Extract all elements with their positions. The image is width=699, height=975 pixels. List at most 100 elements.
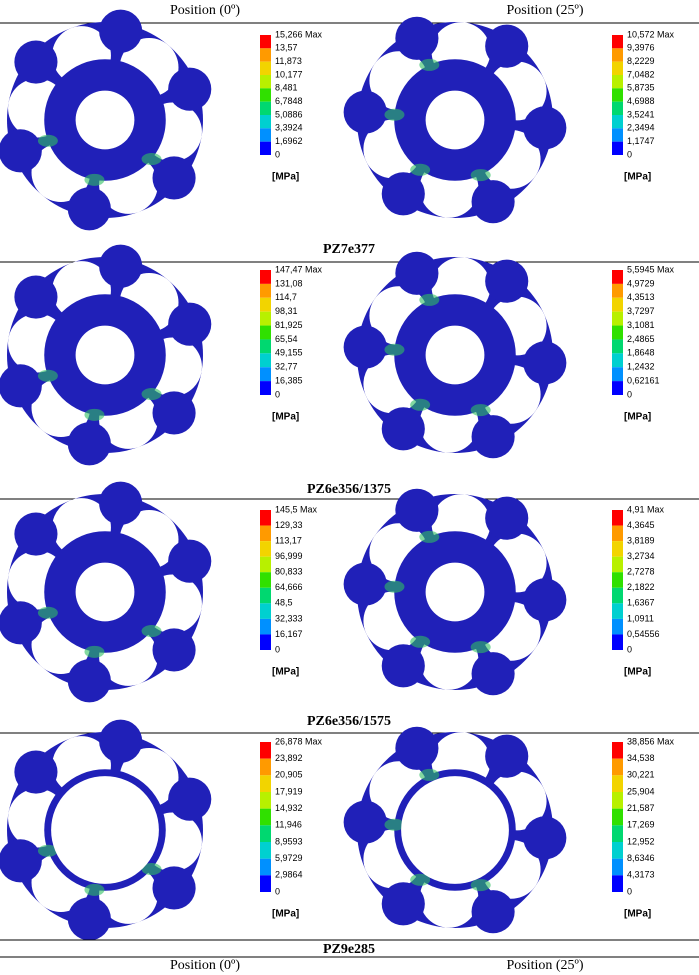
legend-label: 0 [627, 389, 632, 399]
legend-swatch [612, 381, 623, 395]
legend-swatch [612, 809, 623, 826]
legend-swatch [612, 62, 623, 75]
legend-swatch [612, 284, 623, 298]
legend-label: 2,9864 [275, 870, 303, 880]
legend-swatch [612, 75, 623, 88]
lobe [395, 727, 438, 770]
legend-label: 21,587 [627, 803, 655, 813]
legend-swatch [260, 572, 271, 588]
legend-label: 6,7848 [275, 96, 303, 106]
stress-zone [471, 641, 491, 653]
legend-swatch [612, 353, 623, 367]
lobe [472, 652, 515, 695]
gear-result [0, 245, 211, 466]
bore [51, 776, 159, 884]
legend-swatch [260, 634, 271, 650]
legend-swatch [260, 842, 271, 859]
legend-label: 5,9729 [275, 853, 303, 863]
unit-label: [MPa] [624, 667, 651, 678]
legend-swatch [612, 742, 623, 759]
stress-zone [384, 344, 404, 356]
lobe [382, 172, 425, 215]
legend-label: 4,3645 [627, 520, 655, 530]
lobe [382, 882, 425, 925]
unit-label: [MPa] [272, 667, 299, 678]
legend-label: 23,892 [275, 753, 303, 763]
lobe [68, 422, 111, 465]
row-caption: PZ6e356/1575 [307, 714, 391, 729]
lobe [168, 540, 211, 583]
stress-zone [38, 370, 58, 382]
legend-label: 147,47 Max [275, 264, 323, 274]
lobe [485, 735, 528, 778]
legend-swatch [612, 298, 623, 312]
gear-result [344, 17, 567, 224]
legend-swatch [612, 825, 623, 842]
lobe [14, 40, 57, 83]
legend-swatch [260, 541, 271, 557]
unit-label: [MPa] [624, 172, 651, 183]
gear-result [344, 252, 567, 459]
stress-zone [84, 409, 104, 421]
legend-label: 20,905 [275, 770, 303, 780]
column-footer: Position (25º) [506, 958, 583, 973]
stress-zone [142, 388, 162, 400]
legend-swatch [260, 381, 271, 395]
legend-label: 25,904 [627, 786, 655, 796]
lobe [99, 10, 142, 53]
legend-label: 9,3976 [627, 43, 655, 53]
lobe [99, 720, 142, 763]
legend-label: 14,932 [275, 803, 303, 813]
legend-label: 2,4865 [627, 334, 655, 344]
lobe [0, 129, 42, 172]
legend-swatch [612, 603, 623, 619]
legend-swatch [612, 775, 623, 792]
legend-swatch [260, 809, 271, 826]
legend-label: 7,0482 [627, 69, 655, 79]
legend-swatch [612, 35, 623, 48]
bore [426, 326, 485, 385]
lobe [382, 407, 425, 450]
legend-label: 114,7 [275, 292, 297, 302]
legend-label: 26,878 Max [275, 736, 323, 746]
lobe [382, 644, 425, 687]
stress-zone [471, 879, 491, 891]
legend-swatch [260, 859, 271, 876]
legend-swatch [260, 619, 271, 635]
lobe [99, 245, 142, 288]
legend-label: 81,925 [275, 320, 303, 330]
legend-swatch [612, 88, 623, 101]
column-header: Position (0º) [170, 3, 240, 18]
legend-label: 0 [275, 149, 280, 159]
legend-label: 4,91 Max [627, 504, 665, 514]
unit-label: [MPa] [624, 412, 651, 423]
legend-swatch [260, 367, 271, 381]
legend-swatch [260, 588, 271, 604]
legend-label: 11,873 [275, 56, 302, 66]
legend-label: 15,266 Max [275, 29, 323, 39]
legend-label: 48,5 [275, 598, 293, 608]
stress-zone [142, 153, 162, 165]
legend-label: 0 [275, 886, 280, 896]
legend-label: 38,856 Max [627, 736, 675, 746]
legend-label: 10,572 Max [627, 29, 675, 39]
column-header: Position (25º) [506, 3, 583, 18]
legend-label: 5,0886 [275, 109, 303, 119]
legend-swatch [260, 284, 271, 298]
legend-label: 65,54 [275, 334, 298, 344]
legend-label: 113,17 [275, 535, 302, 545]
legend-swatch [260, 312, 271, 326]
legend-label: 2,1822 [627, 582, 655, 592]
legend-label: 30,221 [627, 770, 655, 780]
lobe [344, 801, 387, 844]
legend-swatch [260, 62, 271, 75]
legend-label: 1,2432 [627, 362, 655, 372]
legend-label: 17,269 [627, 820, 655, 830]
unit-label: [MPa] [272, 412, 299, 423]
legend-label: 98,31 [275, 306, 298, 316]
legend-label: 80,833 [275, 567, 303, 577]
bore [76, 563, 135, 622]
lobe [472, 890, 515, 933]
legend-label: 17,919 [275, 786, 303, 796]
lobe [344, 91, 387, 134]
